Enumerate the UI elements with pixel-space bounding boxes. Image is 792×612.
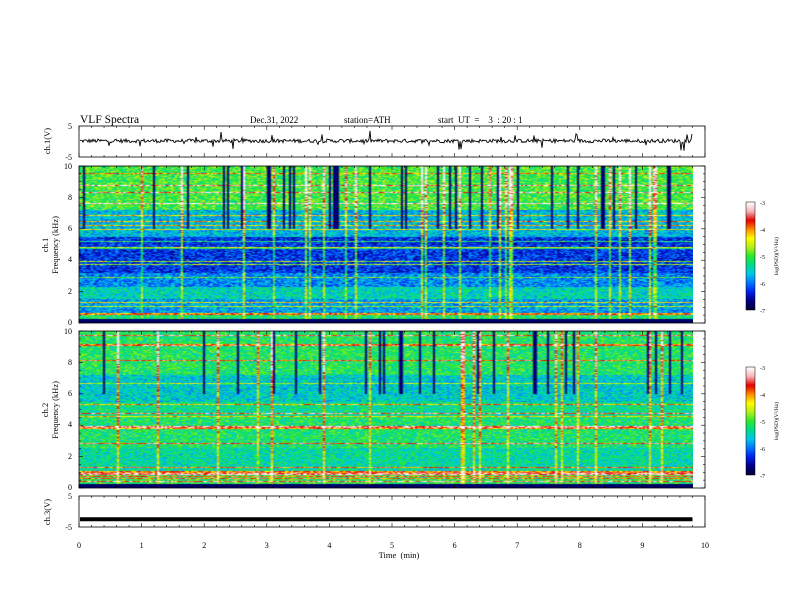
ch1-channel-label: ch.1 (40, 238, 50, 252)
ch1-spectrogram-panel: 0 2 4 6 8 10 ch.1 Frequency (kHz) (40, 162, 706, 327)
ch1-waveform-ylabel: ch.1(V) (42, 128, 52, 154)
ch2-ytick-2: 2 (68, 452, 72, 461)
ch1-cbar-tick-m6: -6 (760, 282, 765, 288)
ch2-ytick-4: 4 (68, 420, 72, 429)
ch3-waveform-panel: 5 -5 ch.3(V) (42, 492, 706, 532)
ch1-frequency-ylabel: Frequency (kHz) (50, 216, 60, 274)
x-axis-label: Time (min) (379, 550, 420, 560)
ch1-ytick-0: 0 (68, 318, 72, 327)
ch2-ytick-8: 8 (68, 358, 72, 367)
ch1-ytick-10: 10 (64, 162, 72, 171)
ch1-ytick-bottom: -5 (65, 153, 72, 162)
ch2-colorbar-frame (745, 366, 756, 476)
ch1-cbar-tick-m5: -5 (760, 255, 765, 261)
ch2-colorbar-label: log(PSD)(V²/Hz) (773, 402, 780, 440)
ch2-spectrogram-panel: 0 2 4 6 8 10 ch.2 Frequency (kHz) (40, 327, 706, 492)
x-tick-label: 4 (327, 541, 331, 550)
ch2-colorbar: -3 -4 -5 -6 -7 log(PSD)(V²/Hz) (745, 366, 780, 480)
ch1-spectrogram-yticks: 0 2 4 6 8 10 (64, 162, 72, 327)
ch1-cbar-tick-m4: -4 (760, 228, 765, 234)
ch3-ytick-bottom: -5 (65, 523, 72, 532)
x-tick-label: 9 (640, 541, 644, 550)
ch1-ytick-top: 5 (68, 122, 72, 131)
ch1-colorbar-label: log(PSD)(V²/Hz) (773, 237, 780, 275)
x-tick-label: 8 (578, 541, 582, 550)
ch1-waveform-line (79, 130, 693, 151)
x-tick-label: 0 (77, 541, 81, 550)
ch1-waveform-panel: 5 -5 ch.1(V) (42, 122, 706, 162)
ch2-cbar-tick-m3: -3 (760, 366, 765, 372)
ch2-ytick-10: 10 (64, 327, 72, 336)
x-tick-label: 2 (202, 541, 206, 550)
ch3-waveform-ylabel: ch.3(V) (42, 499, 52, 525)
ch1-cbar-tick-m7: -7 (760, 309, 765, 315)
ch2-cbar-tick-m4: -4 (760, 393, 765, 399)
ch2-channel-label: ch.2 (40, 403, 50, 417)
ch1-ytick-2: 2 (68, 287, 72, 296)
ch1-colorbar: -3 -4 -5 -6 -7 log(PSD)(V²/Hz) (745, 201, 780, 315)
figure-title: VLF Spectra (80, 114, 139, 126)
ch3-waveform-frame (78, 495, 706, 528)
ch1-ytick-8: 8 (68, 193, 72, 202)
ch2-ytick-0: 0 (68, 483, 72, 492)
ch2-frequency-ylabel: Frequency (kHz) (50, 381, 60, 439)
x-tick-label: 10 (701, 541, 709, 550)
x-tick-label: 1 (140, 541, 144, 550)
date-label: Dec.31, 2022 (250, 115, 298, 125)
ch1-colorbar-gradient (746, 202, 755, 310)
ch1-colorbar-frame (745, 201, 756, 311)
x-axis-tick-labels: 0 1 2 3 4 5 6 7 8 9 10 (77, 541, 709, 550)
ch2-ytick-6: 6 (68, 389, 72, 398)
x-tick-label: 6 (453, 541, 457, 550)
ch1-ytick-6: 6 (68, 224, 72, 233)
ch3-ytick-top: 5 (68, 492, 72, 501)
ch1-cbar-tick-m3: -3 (760, 201, 765, 207)
ch2-cbar-tick-m6: -6 (760, 447, 765, 453)
ch3-waveform-line (80, 517, 693, 522)
x-tick-label: 3 (265, 541, 269, 550)
station-label: station=ATH (344, 115, 391, 125)
ch2-colorbar-gradient (746, 367, 755, 475)
ch2-cbar-tick-m7: -7 (760, 474, 765, 480)
ch2-spectrogram-yticks: 0 2 4 6 8 10 (64, 327, 72, 492)
ch2-spectrogram-image (79, 331, 693, 488)
ch1-ytick-4: 4 (68, 255, 72, 264)
x-tick-label: 7 (515, 541, 519, 550)
x-tick-label: 5 (390, 541, 394, 550)
ch2-cbar-tick-m5: -5 (760, 420, 765, 426)
ch1-spectrogram-image (79, 166, 693, 323)
start-ut-label: start UT = 3 : 20 : 1 (438, 115, 523, 125)
